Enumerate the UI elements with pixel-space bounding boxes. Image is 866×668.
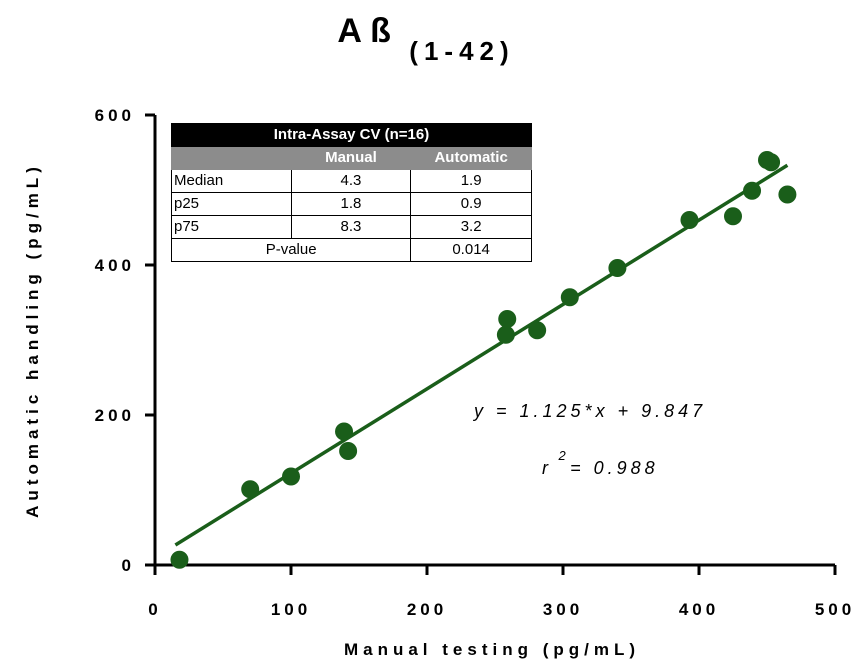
table-row: p25 1.8 0.9 <box>171 192 532 216</box>
table-header-manual: Manual <box>290 146 412 170</box>
data-point <box>762 153 781 172</box>
data-point <box>528 321 547 340</box>
table-header-row: Manual Automatic <box>171 146 532 170</box>
data-point <box>608 259 627 277</box>
table-header-blank <box>171 146 292 170</box>
x-tick-label: 0 <box>148 600 161 619</box>
data-point <box>339 442 358 460</box>
r-squared-base: r <box>542 458 552 478</box>
x-tick-label: 500 <box>815 600 855 619</box>
axes <box>145 113 837 575</box>
chart-title-main: A ß <box>337 12 391 50</box>
data-point <box>335 422 354 441</box>
tick-labels: 0 100 200 300 400 500 0 200 400 600 <box>95 106 855 619</box>
data-points <box>170 151 797 569</box>
r-squared-value: = 0.988 <box>570 458 659 478</box>
data-point <box>282 467 300 486</box>
data-point <box>778 185 797 204</box>
y-tick-label: 600 <box>95 106 135 125</box>
x-tick-label: 300 <box>543 600 583 619</box>
cell-manual: 1.8 <box>290 192 412 216</box>
chart-title: A ß (1-42) <box>337 12 514 66</box>
row-label: p25 <box>171 192 292 216</box>
cell-automatic: 3.2 <box>410 215 532 239</box>
data-point <box>241 480 260 499</box>
table-row: p75 8.3 3.2 <box>171 215 532 239</box>
r-squared-exponent: 2 <box>557 448 566 463</box>
pvalue-label: P-value <box>170 238 412 262</box>
intra-assay-cv-table: Intra-Assay CV (n=16) Manual Automatic M… <box>170 123 532 262</box>
table-row: Median 4.3 1.9 <box>171 169 532 193</box>
cell-automatic: 1.9 <box>410 169 532 193</box>
table-caption: Intra-Assay CV (n=16) <box>171 123 532 147</box>
chart-title-subscript: (1-42) <box>409 36 514 66</box>
cell-automatic: 0.9 <box>410 192 532 216</box>
y-tick-label: 0 <box>122 556 135 575</box>
data-point <box>680 211 699 229</box>
data-point <box>560 288 579 307</box>
y-tick-label: 200 <box>95 406 135 425</box>
regression-equation: y = 1.125*x + 9.847 <box>472 401 706 421</box>
data-point <box>498 310 517 328</box>
pvalue-cell: 0.014 <box>410 238 532 262</box>
cell-manual: 4.3 <box>290 169 412 193</box>
x-tick-label: 400 <box>679 600 719 619</box>
x-axis-title: Manual testing (pg/mL) <box>344 640 640 659</box>
data-point <box>743 181 762 200</box>
regression-line <box>174 163 789 547</box>
table-pvalue-row: P-value 0.014 <box>170 238 532 262</box>
y-tick-label: 400 <box>95 256 135 275</box>
data-point <box>724 207 742 226</box>
r-squared-annotation: r 2 = 0.988 <box>542 447 659 478</box>
row-label: p75 <box>171 215 292 239</box>
data-point <box>170 550 189 569</box>
regression-line-group <box>174 163 789 547</box>
x-tick-label: 200 <box>407 600 447 619</box>
table-caption-row: Intra-Assay CV (n=16) <box>171 123 532 147</box>
table-header-automatic: Automatic <box>410 146 532 170</box>
data-point <box>496 325 515 344</box>
y-axis-title: Automatic handling (pg/mL) <box>23 162 42 518</box>
row-label: Median <box>171 169 292 193</box>
x-tick-label: 100 <box>271 600 311 619</box>
cell-manual: 8.3 <box>290 215 412 239</box>
